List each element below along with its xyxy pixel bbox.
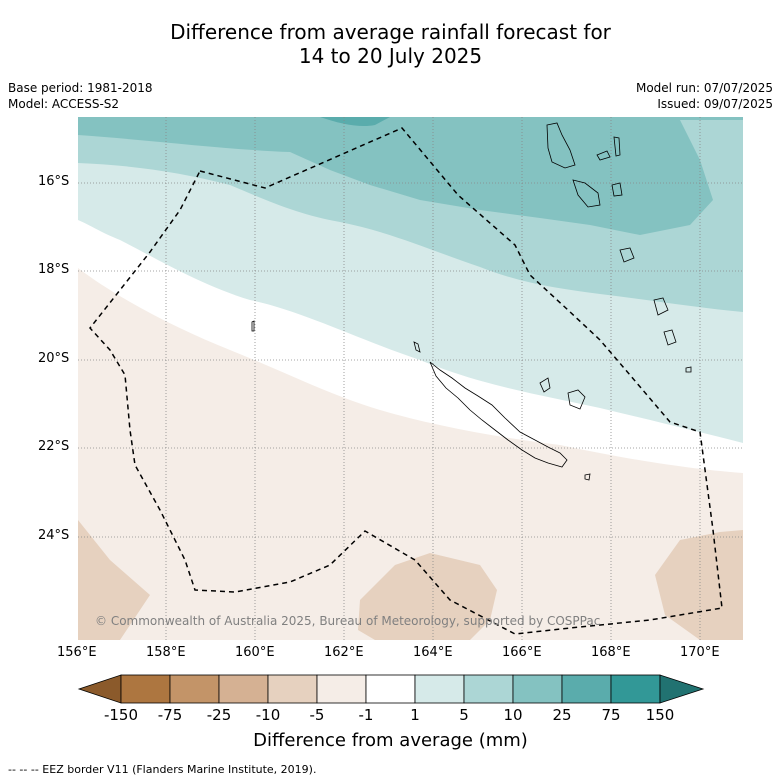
colorbar-extend-high xyxy=(659,674,705,704)
model-run: Model run: 07/07/2025 xyxy=(635,81,773,95)
ambae xyxy=(596,150,611,161)
lon-label-170e: 170°E xyxy=(680,645,720,660)
lon-label-160e: 160°E xyxy=(235,645,275,660)
copyright-notice: © Commonwealth of Australia 2025, Bureau… xyxy=(95,614,601,628)
lat-label-24s: 24°S xyxy=(38,528,70,543)
new-caledonia-main xyxy=(429,361,568,468)
eez-border xyxy=(89,127,723,635)
colorbar-tick-label: -150 xyxy=(103,706,139,724)
colorbar-swatch xyxy=(512,674,563,704)
band-wet-10-25 xyxy=(78,117,743,235)
pentecost-ambae xyxy=(613,136,621,157)
small-island-2 xyxy=(413,341,421,353)
colorbar-swatch xyxy=(316,674,367,704)
colorbar-tick-label: 25 xyxy=(552,706,572,724)
colorbar-swatch xyxy=(561,674,612,704)
tanna xyxy=(663,329,677,346)
erromango xyxy=(653,297,669,316)
colorbar-tick-label: 5 xyxy=(459,706,469,724)
colorbar-swatch xyxy=(365,674,416,704)
colorbar-tick-label: 1 xyxy=(410,706,420,724)
title-line-2: 14 to 20 July 2025 xyxy=(298,44,483,68)
colorbar-tick-label: -1 xyxy=(358,706,374,724)
lat-label-22s: 22°S xyxy=(38,439,70,454)
colorbar-tick-label: 150 xyxy=(645,706,675,724)
colorbar-swatch xyxy=(218,674,269,704)
dry-patch-east xyxy=(655,530,743,640)
colorbar-tick-label: -10 xyxy=(255,706,281,724)
lon-label-168e: 168°E xyxy=(591,645,631,660)
lon-label-164e: 164°E xyxy=(413,645,453,660)
colorbar-extend-low xyxy=(77,674,122,704)
malekula xyxy=(572,179,601,208)
colorbar-swatch xyxy=(267,674,318,704)
land-outlines xyxy=(251,122,692,481)
colorbar xyxy=(77,674,705,704)
dry-patch-west xyxy=(78,520,150,640)
lon-label-162e: 162°E xyxy=(324,645,364,660)
espiritu-santo xyxy=(546,122,576,169)
aneityum xyxy=(685,366,692,373)
colorbar-swatch xyxy=(120,674,171,704)
dry-patch-central xyxy=(358,553,497,640)
loyalty-islands xyxy=(567,389,586,410)
lon-label-156e: 156°E xyxy=(57,645,97,660)
graticule xyxy=(78,117,743,640)
issued-date: Issued: 09/07/2025 xyxy=(657,97,773,111)
colorbar-title: Difference from average (mm) xyxy=(253,730,528,751)
eez-footnote: -- -- -- EEZ border V11 (Flanders Marine… xyxy=(8,763,317,776)
rainfall-anomaly-layer xyxy=(78,117,743,640)
lat-label-20s: 20°S xyxy=(38,351,70,366)
colorbar-tick-label: -25 xyxy=(206,706,232,724)
colorbar-swatch xyxy=(169,674,220,704)
title-line-1: Difference from average rainfall forecas… xyxy=(170,20,611,44)
base-period: Base period: 1981-2018 xyxy=(8,81,153,95)
colorbar-tick-label: 75 xyxy=(601,706,621,724)
lon-label-158e: 158°E xyxy=(146,645,186,660)
band-wet-25-75 xyxy=(320,117,390,127)
lat-label-16s: 16°S xyxy=(38,174,70,189)
isle-of-pines xyxy=(584,473,591,481)
colorbar-tick-label: -5 xyxy=(309,706,325,724)
small-island-1 xyxy=(251,320,255,332)
colorbar-tick-label: 10 xyxy=(503,706,523,724)
ambrym-epi xyxy=(611,182,623,197)
colorbar-tick-label: -75 xyxy=(157,706,183,724)
model-name: Model: ACCESS-S2 xyxy=(8,97,120,111)
lon-label-166e: 166°E xyxy=(502,645,542,660)
efate xyxy=(619,247,635,263)
colorbar-swatch xyxy=(414,674,465,704)
colorbar-swatch xyxy=(610,674,661,704)
lifou-island xyxy=(539,377,551,393)
colorbar-swatch xyxy=(463,674,514,704)
lat-label-18s: 18°S xyxy=(38,262,70,277)
